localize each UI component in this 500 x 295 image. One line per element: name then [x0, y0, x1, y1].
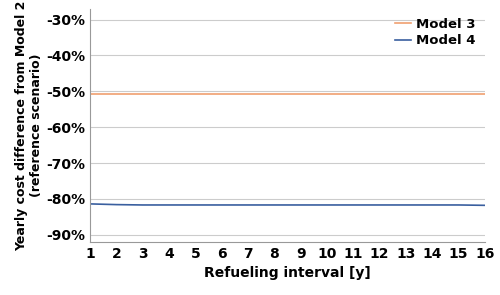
Model 3	[430, 92, 436, 96]
Model 4	[482, 204, 488, 207]
Model 4	[324, 203, 330, 207]
X-axis label: Refueling interval [y]: Refueling interval [y]	[204, 266, 371, 280]
Model 3	[245, 92, 251, 96]
Model 3	[114, 92, 119, 96]
Model 4	[272, 203, 278, 207]
Model 3	[376, 92, 382, 96]
Model 3	[218, 92, 224, 96]
Model 3	[192, 92, 198, 96]
Model 3	[324, 92, 330, 96]
Model 4	[376, 203, 382, 207]
Model 4	[350, 203, 356, 207]
Model 3	[166, 92, 172, 96]
Model 4	[245, 203, 251, 207]
Model 3	[456, 92, 462, 96]
Model 3	[298, 92, 304, 96]
Line: Model 4: Model 4	[90, 204, 485, 205]
Model 4	[403, 203, 409, 207]
Model 4	[218, 203, 224, 207]
Model 4	[456, 203, 462, 207]
Model 4	[192, 203, 198, 207]
Model 4	[114, 203, 119, 206]
Model 3	[272, 92, 278, 96]
Model 4	[298, 203, 304, 207]
Model 4	[430, 203, 436, 207]
Model 3	[350, 92, 356, 96]
Model 4	[87, 202, 93, 206]
Model 3	[140, 92, 145, 96]
Model 4	[140, 203, 145, 207]
Model 3	[87, 92, 93, 96]
Model 3	[403, 92, 409, 96]
Legend: Model 3, Model 4: Model 3, Model 4	[392, 15, 478, 50]
Model 3	[482, 92, 488, 96]
Model 4	[166, 203, 172, 207]
Y-axis label: Yearly cost difference from Model 2
(reference scenario): Yearly cost difference from Model 2 (ref…	[15, 0, 43, 250]
